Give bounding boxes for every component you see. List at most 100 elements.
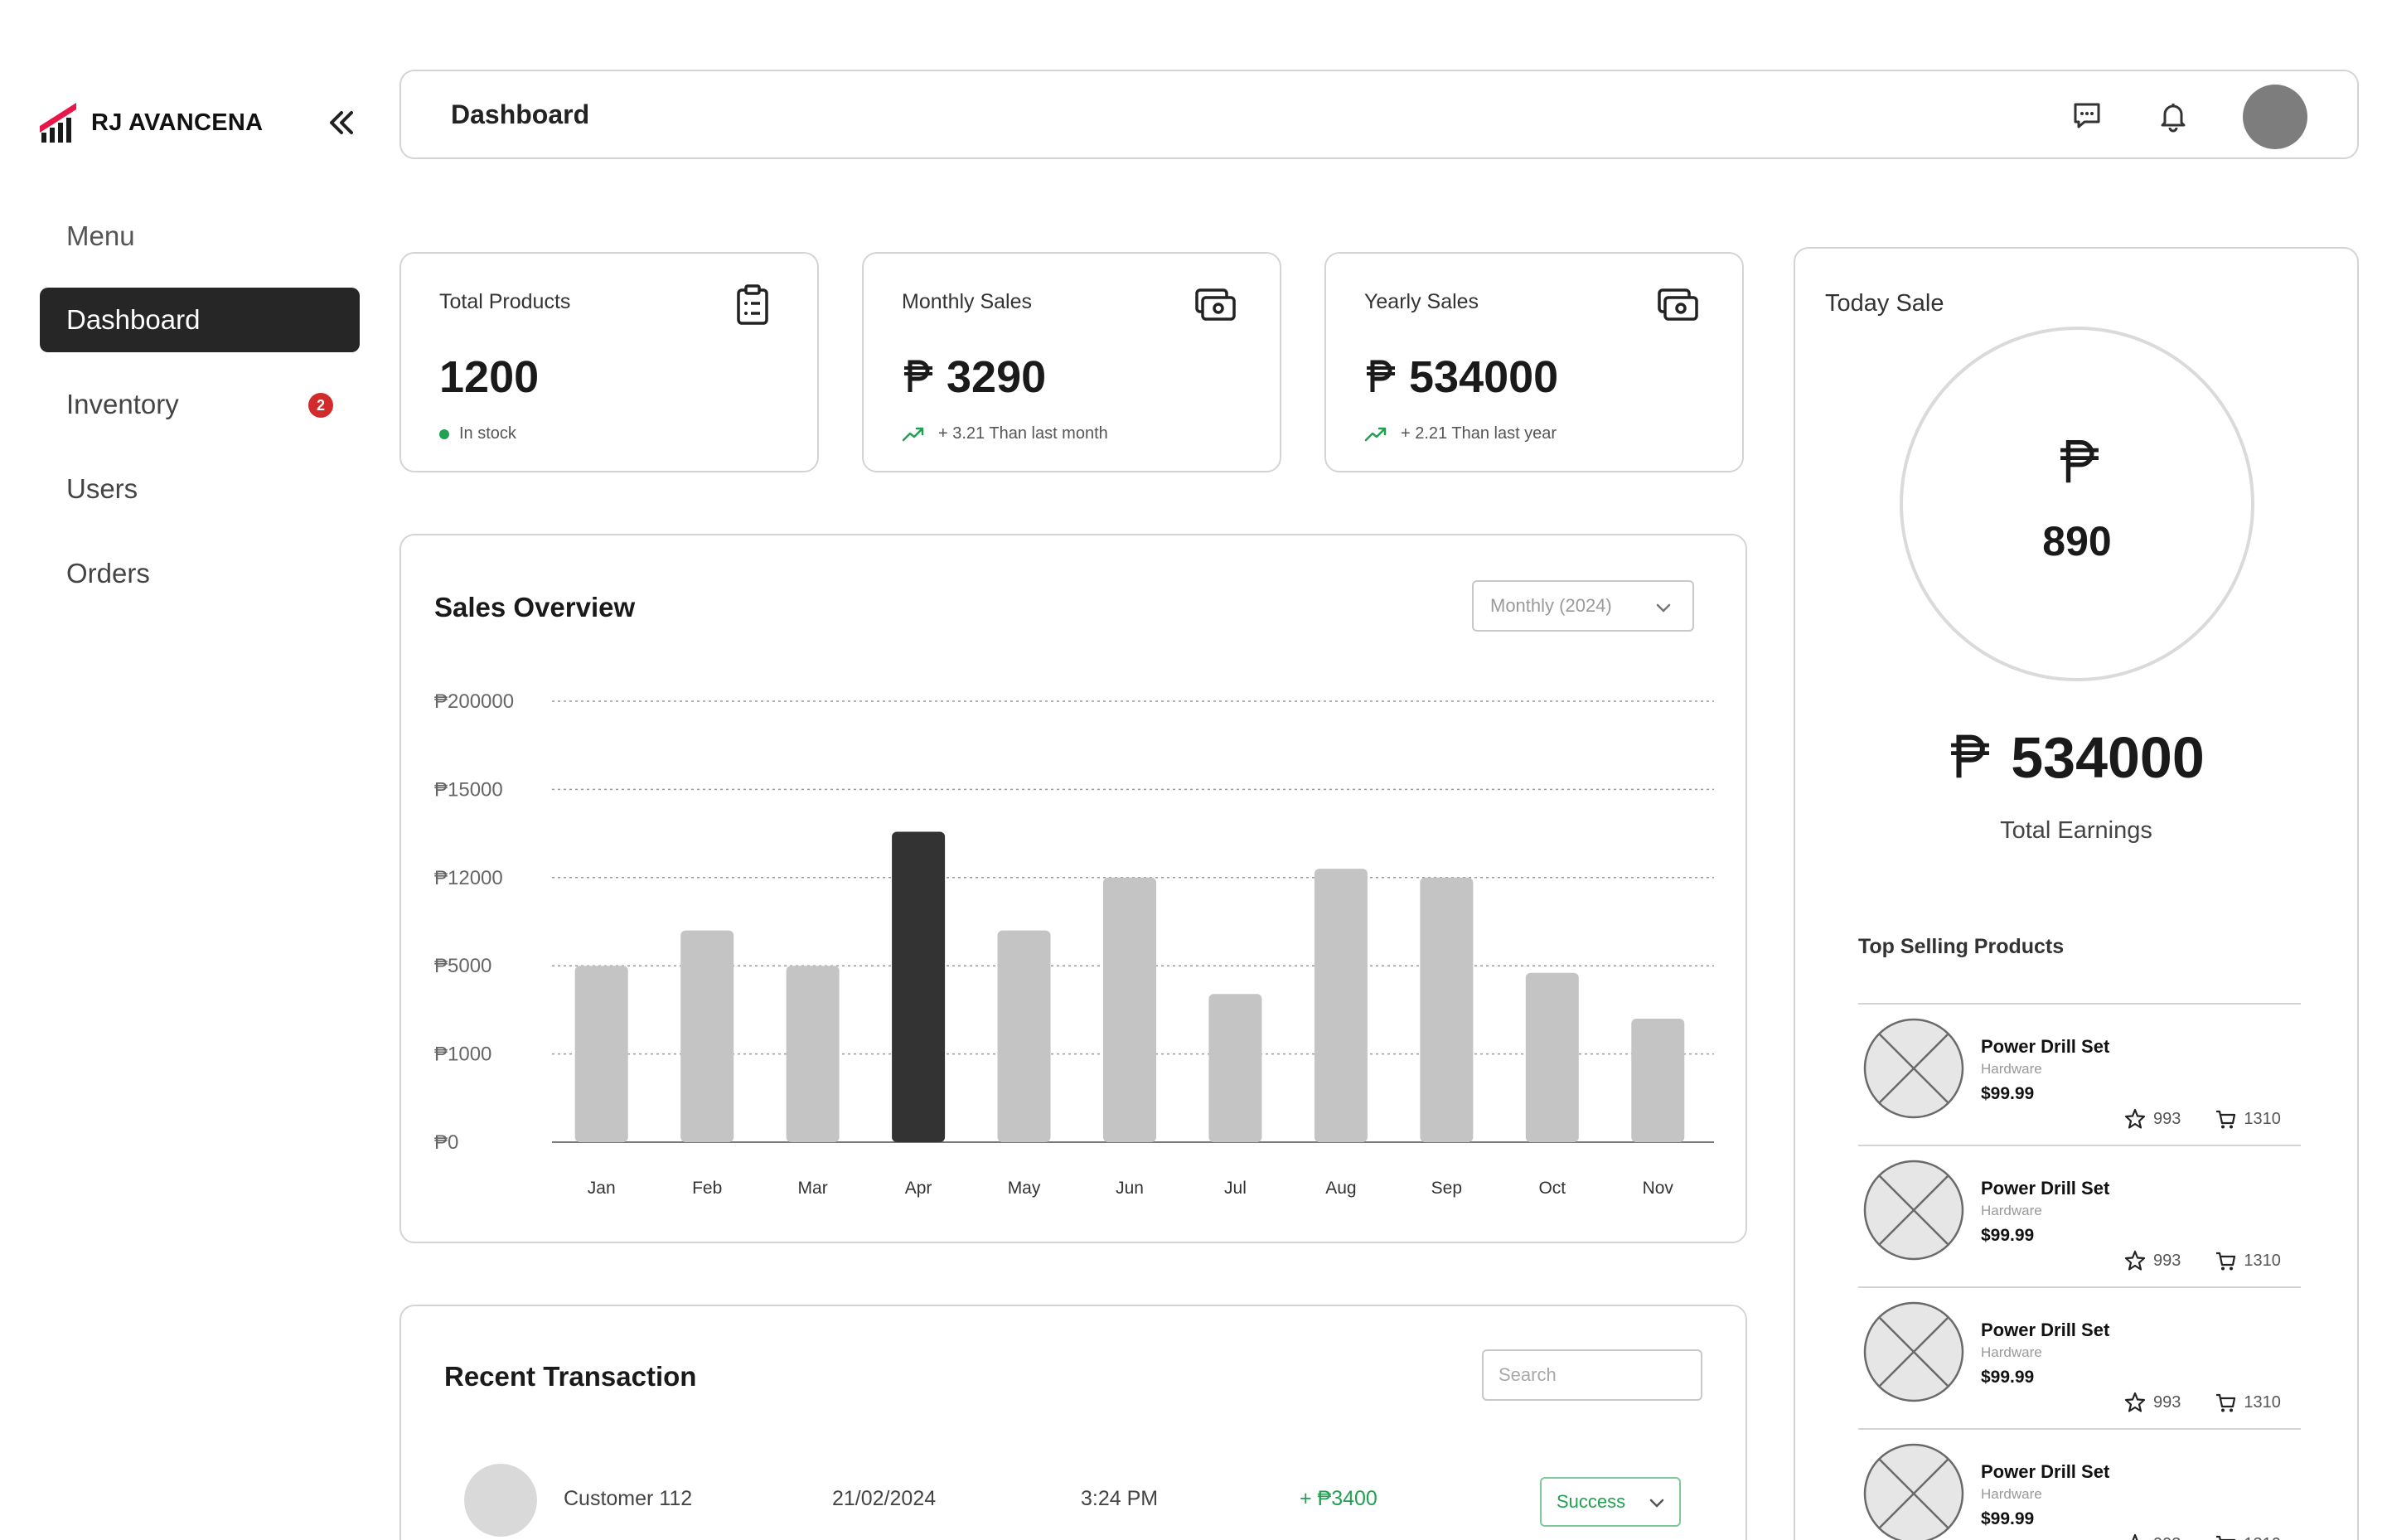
peso-icon — [1951, 734, 1990, 778]
bar-feb[interactable] — [680, 930, 734, 1142]
notification-badge: 2 — [308, 393, 333, 418]
star-icon — [2124, 1108, 2146, 1129]
today-sale-panel: Today Sale 890 534000 Total Earnings Top… — [1794, 247, 2359, 1540]
brand-logo[interactable]: RJ AVANCENA — [38, 99, 263, 146]
stat-card-yearly-sales: Yearly Sales 534000 + 2.21 Than last yea… — [1324, 252, 1744, 472]
chat-icon[interactable] — [2070, 99, 2104, 133]
y-tick-label: ₱0 — [434, 1131, 458, 1154]
sidebar-item-label: Dashboard — [66, 304, 201, 335]
product-stats: 993 1310 — [2123, 1391, 2281, 1414]
product-stats: 993 1310 — [2123, 1533, 2281, 1540]
x-tick-label: May — [1008, 1179, 1041, 1198]
x-tick-label: Feb — [692, 1179, 722, 1198]
product-name: Power Drill Set — [1981, 1036, 2110, 1057]
stat-label: Total Products — [439, 290, 571, 313]
sidebar-item-label: Orders — [66, 558, 150, 588]
double-chevron-left-icon[interactable] — [325, 106, 358, 139]
sidebar-item-users[interactable]: Users — [40, 457, 360, 521]
product-price: $99.99 — [1981, 1226, 2035, 1245]
total-earnings-value: 534000 — [1795, 724, 2357, 791]
order-count: 1310 — [2244, 1109, 2281, 1128]
stat-label: Yearly Sales — [1364, 290, 1479, 313]
search-input[interactable] — [1482, 1349, 1702, 1401]
bar-oct[interactable] — [1525, 972, 1579, 1142]
rating-count: 993 — [2153, 1109, 2181, 1128]
divider — [1858, 1003, 2301, 1005]
panel-title: Today Sale — [1825, 290, 1944, 317]
sidebar-item-orders[interactable]: Orders — [40, 541, 360, 606]
sidebar-nav: Dashboard Inventory 2 Users Orders — [40, 288, 360, 626]
peso-icon — [2060, 440, 2099, 483]
list-item[interactable]: Power Drill Set Hardware $99.99 993 1310 — [1858, 1288, 2301, 1430]
x-tick-label: Jan — [588, 1179, 616, 1198]
stat-value: 534000 — [1364, 351, 1558, 403]
bar-jul[interactable] — [1208, 994, 1262, 1142]
bar-may[interactable] — [997, 930, 1051, 1142]
product-category: Hardware — [1981, 1203, 2042, 1218]
chevron-down-icon — [1656, 603, 1671, 613]
y-tick-label: ₱12000 — [434, 867, 503, 889]
rating-count: 993 — [2153, 1392, 2181, 1412]
status-dot-icon — [439, 429, 449, 439]
sidebar-item-label: Users — [66, 473, 138, 504]
total-earnings-label: Total Earnings — [2000, 817, 2152, 844]
cash-icon — [1195, 288, 1236, 321]
user-avatar[interactable] — [2243, 85, 2307, 149]
product-category: Hardware — [1981, 1344, 2042, 1360]
list-item[interactable]: Power Drill Set Hardware $99.99 993 1310 — [1858, 1146, 2301, 1288]
sidebar-item-label: Inventory — [66, 389, 179, 419]
sidebar-item-dashboard[interactable]: Dashboard — [40, 288, 360, 352]
card-title: Sales Overview — [434, 592, 636, 622]
bar-aug[interactable] — [1314, 869, 1368, 1142]
chart-logo-icon — [40, 103, 76, 143]
period-value: Monthly (2024) — [1490, 595, 1612, 616]
bar-jun[interactable] — [1103, 877, 1156, 1142]
image-placeholder-icon — [1863, 1018, 1964, 1119]
today-sale-ring: 890 — [1900, 327, 2254, 681]
recent-transaction-card: Recent Transaction Customer 112 21/02/20… — [399, 1305, 1747, 1540]
x-tick-label: Apr — [905, 1179, 932, 1198]
top-selling-list: Power Drill Set Hardware $99.99 993 1310… — [1858, 1005, 2301, 1540]
top-header: Dashboard — [399, 70, 2359, 159]
bar-nov[interactable] — [1631, 1019, 1685, 1142]
star-icon — [2124, 1392, 2146, 1412]
sales-bar-chart: ₱200000 ₱15000 ₱12000 ₱5000 ₱1000 ₱0 Jan Feb Mar… — [434, 690, 1714, 1198]
product-price: $99.99 — [1981, 1368, 2035, 1387]
y-tick-label: ₱1000 — [434, 1044, 491, 1066]
top-selling-title: Top Selling Products — [1858, 935, 2065, 958]
cart-icon — [2216, 1110, 2236, 1129]
product-price: $99.99 — [1981, 1084, 2035, 1103]
transaction-date: 21/02/2024 — [832, 1487, 937, 1510]
bell-icon[interactable] — [2157, 99, 2190, 133]
y-tick-label: ₱200000 — [434, 690, 514, 713]
list-item[interactable]: Power Drill Set Hardware $99.99 993 1310 — [1858, 1005, 2301, 1146]
trend-text: + 2.21 Than last year — [1364, 424, 1557, 443]
bar-mar[interactable] — [786, 966, 840, 1142]
bar-jan[interactable] — [574, 966, 628, 1142]
transaction-time: 3:24 PM — [1081, 1487, 1159, 1510]
customer-name: Customer 112 — [564, 1487, 693, 1510]
product-name: Power Drill Set — [1981, 1320, 2110, 1340]
list-item[interactable]: Power Drill Set Hardware $99.99 993 1310 — [1858, 1430, 2301, 1540]
cash-icon — [1658, 288, 1698, 321]
card-title: Recent Transaction — [444, 1361, 697, 1392]
stat-value: 1200 — [439, 352, 540, 402]
image-placeholder-icon — [1863, 1160, 1964, 1261]
star-icon — [2132, 1533, 2138, 1540]
status-dropdown[interactable]: Success — [1540, 1477, 1681, 1527]
order-count: 1310 — [2244, 1251, 2281, 1270]
sidebar-item-inventory[interactable]: Inventory 2 — [40, 372, 360, 437]
brand-name: RJ AVANCENA — [91, 109, 264, 136]
bar-apr[interactable] — [892, 831, 946, 1142]
stat-value: 3290 — [902, 351, 1046, 403]
product-stats: 993 1310 — [2123, 1249, 2281, 1272]
trend-text: + 3.21 Than last month — [902, 424, 1108, 443]
cart-icon — [2216, 1393, 2236, 1412]
star-icon — [2124, 1250, 2146, 1271]
bar-sep[interactable] — [1420, 877, 1474, 1142]
stock-status: In stock — [439, 424, 516, 443]
stat-card-total-products: Total Products 1200 In stock — [399, 252, 819, 472]
x-tick-label: Jul — [1224, 1179, 1247, 1198]
period-dropdown[interactable]: Monthly (2024) — [1472, 580, 1694, 632]
table-row[interactable]: Customer 112 21/02/2024 3:24 PM + ₱3400 … — [401, 1464, 1745, 1538]
